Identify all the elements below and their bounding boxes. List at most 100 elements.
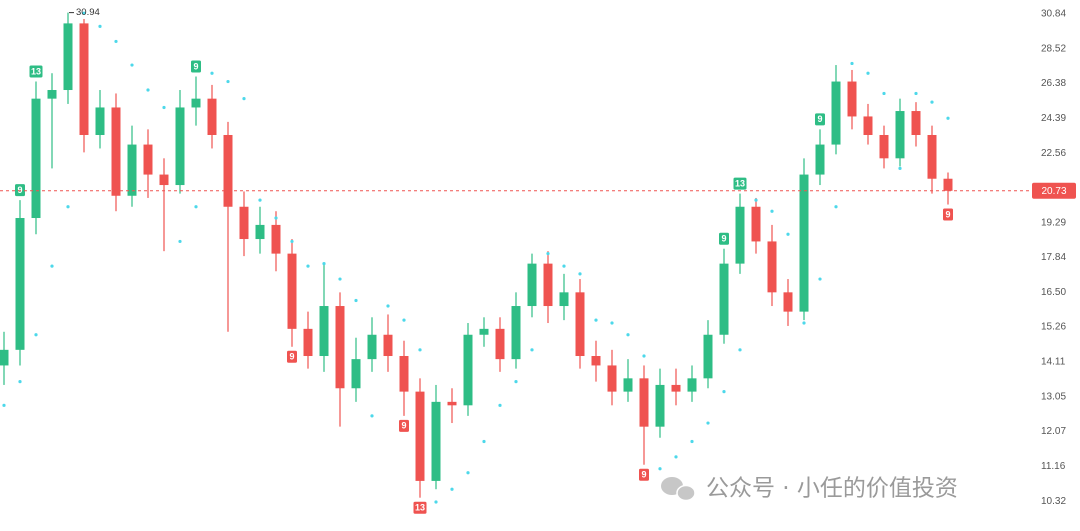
sar-dot: [754, 198, 758, 202]
td-label: 9: [193, 61, 198, 71]
candle-body: [879, 134, 889, 159]
candle-body: [495, 328, 505, 360]
sar-dot: [706, 421, 710, 425]
candle-body: [703, 334, 713, 379]
candle-body: [575, 292, 585, 357]
candle-body: [751, 206, 761, 242]
sar-dot: [162, 105, 166, 110]
td-label: 9: [641, 470, 646, 480]
sar-dot: [642, 354, 646, 358]
sar-dot: [242, 97, 246, 101]
sar-dot: [354, 298, 358, 303]
sar-dot: [322, 262, 326, 266]
td-label: 9: [817, 114, 822, 124]
sar-dot: [546, 252, 550, 256]
sar-dot: [386, 304, 390, 308]
candle-body: [767, 241, 777, 293]
y-tick-label: 26.38: [1041, 78, 1066, 89]
candle-body: [479, 328, 489, 335]
td-label: 9: [401, 421, 406, 431]
sar-dot: [18, 380, 22, 384]
sar-dot: [146, 88, 150, 92]
td-label: 13: [735, 178, 745, 188]
sar-dot: [114, 39, 118, 44]
sar-dot: [402, 318, 406, 322]
td-label: 9: [721, 234, 726, 244]
td-label: 9: [945, 209, 950, 219]
y-tick-label: 16.50: [1041, 287, 1066, 298]
candle-body: [95, 107, 105, 135]
td-label: 13: [31, 66, 41, 76]
sar-dot: [946, 116, 950, 120]
y-tick-label: 15.26: [1041, 322, 1066, 333]
candle-body: [255, 224, 265, 240]
y-tick-label: 14.11: [1041, 357, 1066, 368]
sar-dot: [690, 439, 694, 444]
candle-body: [319, 306, 329, 357]
candle-body: [863, 116, 873, 135]
watermark: [661, 477, 696, 502]
candle-body: [271, 224, 281, 254]
candle-body: [239, 206, 249, 240]
sar-dot: [130, 63, 134, 67]
candle-body: [511, 306, 521, 360]
sar-dot: [882, 91, 886, 96]
candle-body: [447, 401, 457, 406]
sar-dot: [866, 71, 870, 75]
candle-body: [527, 263, 537, 307]
candles: [0, 12, 953, 498]
td-label: 9: [17, 185, 22, 195]
sar-dot: [578, 272, 582, 276]
candle-body: [143, 144, 153, 175]
y-tick-label: 28.52: [1041, 43, 1066, 54]
candle-body: [399, 356, 409, 392]
candle-body: [111, 107, 121, 196]
sar-dot: [594, 318, 598, 322]
last-price-label: 20.73: [1041, 186, 1066, 197]
y-tick-label: 17.84: [1041, 252, 1066, 263]
sar-dot: [226, 79, 230, 84]
candle-body: [207, 98, 217, 135]
sar-dot: [210, 71, 214, 75]
candle-body: [943, 178, 953, 191]
y-tick-label: 10.32: [1041, 496, 1066, 507]
td-marker: [943, 208, 953, 221]
candle-body: [223, 134, 233, 207]
candle-body: [927, 134, 937, 179]
candle-body: [671, 384, 681, 392]
sar-dot: [194, 205, 198, 209]
sar-dot: [306, 264, 310, 268]
td-marker: [413, 501, 427, 514]
candle-body: [783, 292, 793, 312]
watermark-text: 公众号 · 小任的价值投资: [706, 476, 958, 502]
sar-dot: [818, 277, 822, 281]
candle-body: [303, 328, 313, 357]
sar-dot: [514, 380, 518, 384]
td-marker: [399, 419, 409, 432]
candle-body: [687, 378, 697, 392]
candle-body: [639, 378, 649, 427]
td-marker: [15, 184, 25, 197]
sar-dot: [770, 209, 774, 213]
candle-body: [383, 334, 393, 357]
sar-dot: [530, 348, 534, 352]
sar-dot: [738, 348, 742, 352]
td-marker: [191, 60, 201, 73]
candle-body: [623, 378, 633, 392]
high-label: 30.94: [76, 7, 100, 18]
sar-dot: [834, 205, 838, 209]
sar-dot: [450, 487, 454, 491]
td-marker: [733, 177, 747, 190]
sar-dot: [466, 471, 470, 475]
candle-body: [63, 23, 73, 91]
sar-dot: [610, 321, 614, 325]
sar-dot: [34, 333, 38, 337]
td-marker: [29, 65, 43, 78]
sar-dot: [290, 239, 294, 244]
y-tick-label: 22.56: [1041, 148, 1066, 159]
watermark-icon: [676, 484, 696, 502]
y-tick-label: 24.39: [1041, 113, 1066, 124]
y-tick-label: 30.84: [1041, 9, 1066, 20]
sar-dot: [562, 264, 566, 268]
